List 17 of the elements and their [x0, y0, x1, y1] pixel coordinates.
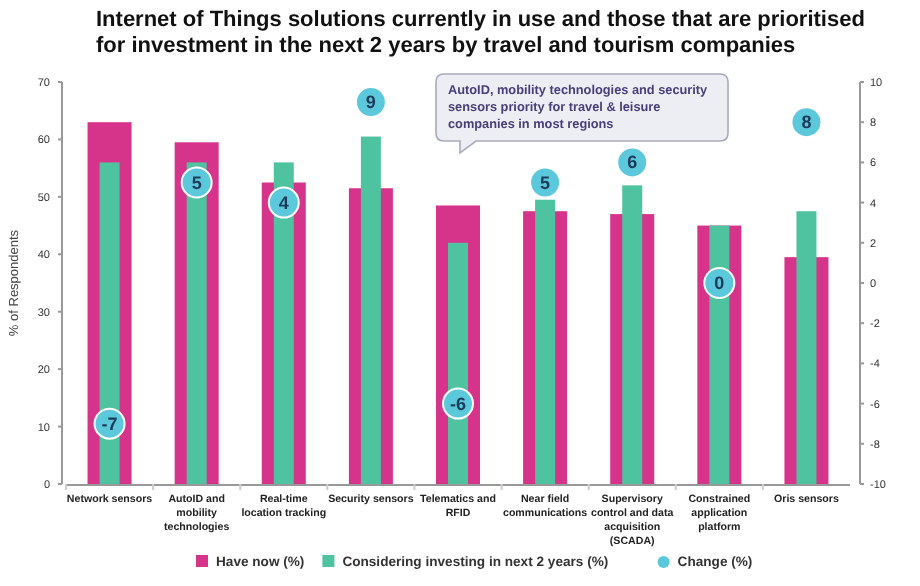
chart-title: Internet of Things solutions currently in use and those that are prioritised for investment in the next 2 years by travel and tourism companies: [96, 8, 865, 58]
data-label: 9: [365, 92, 376, 113]
data-label: 0: [714, 273, 725, 293]
bar: [796, 211, 817, 484]
bar: [360, 136, 381, 484]
bar: [273, 162, 294, 484]
bar: [622, 185, 643, 484]
bar: [99, 162, 120, 484]
data-label: 5: [191, 172, 202, 193]
data-label: 6: [627, 152, 638, 173]
data-label: 4: [278, 192, 289, 213]
data-label: 5: [540, 172, 551, 193]
bar: [535, 199, 556, 484]
data-label: 8: [801, 112, 812, 133]
bar: [186, 162, 207, 484]
data-label: -6: [449, 393, 467, 414]
data-label: -7: [101, 413, 118, 434]
